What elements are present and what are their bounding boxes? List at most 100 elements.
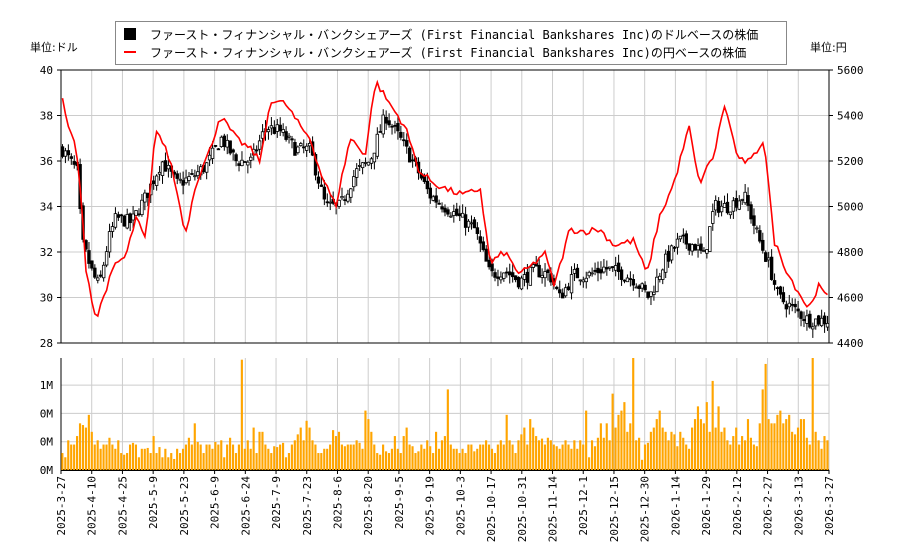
volume-bar [632, 358, 635, 470]
volume-bar [743, 440, 747, 470]
volume-bar [93, 444, 96, 470]
left-tick-label: 34 [40, 201, 54, 214]
candle-body [784, 304, 789, 310]
volume-bar [758, 423, 761, 470]
volume-bar [293, 440, 296, 470]
volume-bar [564, 440, 567, 470]
candle-body [410, 159, 415, 162]
x-tick-label: 2025-8-6 [331, 476, 344, 529]
volume-bar [808, 444, 811, 470]
candle-body [302, 146, 306, 149]
left-tick-label: 40 [40, 64, 53, 77]
volume-bar [61, 453, 64, 470]
candle-body [216, 148, 221, 151]
candle-body [446, 209, 450, 215]
volume-bar [640, 459, 644, 470]
candle-body [484, 248, 488, 262]
volume-bar [364, 410, 367, 470]
candle-body [790, 304, 794, 306]
candle-body [778, 286, 783, 295]
volume-bar [105, 444, 108, 470]
volume-bar [426, 440, 429, 470]
left-tick-label: 38 [40, 110, 53, 123]
volume-bar [217, 444, 220, 470]
volume-bar [208, 444, 211, 470]
volume-bar [184, 444, 188, 470]
candle-body [599, 269, 603, 274]
x-tick-label: 2026-1-29 [700, 476, 713, 536]
legend-item-usd: ファースト・フィナンシャル・バンクシェアーズ (First Financial … [124, 25, 758, 43]
candle-body [519, 277, 524, 290]
candle-body [714, 200, 718, 211]
volume-bar [791, 431, 794, 470]
volume-bar [126, 453, 129, 470]
volume-bar [667, 440, 670, 470]
volume-bar [279, 444, 282, 470]
volume-bar [411, 446, 414, 470]
candle-body [293, 142, 297, 156]
volume-bar [173, 458, 176, 470]
candle-body [563, 287, 568, 297]
volume-bar [623, 402, 626, 470]
volume-bar [546, 437, 549, 470]
volume-bar [817, 440, 820, 470]
volume-bar [576, 448, 579, 470]
volume-bar [535, 436, 538, 470]
candle-body [387, 120, 391, 126]
volume-bar [805, 437, 808, 470]
volume-bar [314, 444, 317, 470]
candle-body [478, 236, 483, 244]
volume-bar [81, 425, 85, 470]
volume-bar [373, 444, 376, 470]
volume-bar [193, 423, 196, 470]
candle-body [740, 199, 744, 201]
candle-body [119, 214, 124, 217]
candle-body [249, 156, 253, 161]
candle-body [407, 147, 412, 163]
candle-body [581, 279, 585, 283]
candle-body [222, 135, 227, 147]
candle-body [808, 313, 812, 328]
volume-bar [252, 427, 255, 470]
candle-body [802, 319, 806, 322]
x-tick-label: 2025-12-1 [577, 476, 590, 536]
candle-body [666, 250, 671, 262]
volume-bar [440, 440, 444, 470]
candle-body [375, 133, 380, 157]
candle-body [658, 275, 662, 280]
legend-swatch-usd [124, 28, 136, 40]
candle-body [734, 198, 739, 208]
x-tick-label: 2025-5-9 [147, 476, 160, 529]
x-tick-label: 2025-10-3 [454, 476, 467, 536]
x-tick-label: 2025-3-27 [55, 476, 68, 536]
candle-body [113, 213, 118, 228]
left-tick-label: 28 [40, 337, 53, 350]
candle-body [178, 178, 182, 181]
candle-body [690, 244, 694, 252]
volume-bar [346, 444, 349, 470]
candle-body [825, 322, 830, 328]
x-tick-label: 2025-5-23 [178, 476, 191, 536]
candle-body [243, 161, 247, 163]
candle-body [122, 215, 126, 227]
candle-body [154, 175, 159, 186]
volume-bar [793, 434, 797, 470]
volume-bar [64, 457, 67, 470]
volume-bar [629, 423, 632, 470]
candle-body [425, 180, 430, 190]
candle-body [637, 285, 641, 289]
x-tick-label: 2025-4-25 [116, 476, 129, 536]
volume-bar [676, 446, 679, 470]
candle-body [87, 250, 91, 264]
volume-bar [708, 431, 711, 470]
right-tick-label: 5400 [837, 110, 864, 123]
x-tick-label: 2026-3-13 [792, 476, 805, 536]
candle-body [746, 195, 750, 206]
volume-bar [296, 434, 299, 470]
volume-bar [240, 359, 243, 470]
candle-body [352, 176, 356, 188]
candle-body [463, 214, 468, 228]
x-tick-label: 2025-12-15 [608, 476, 621, 542]
candle-body [572, 269, 577, 274]
volume-bar [358, 442, 361, 470]
